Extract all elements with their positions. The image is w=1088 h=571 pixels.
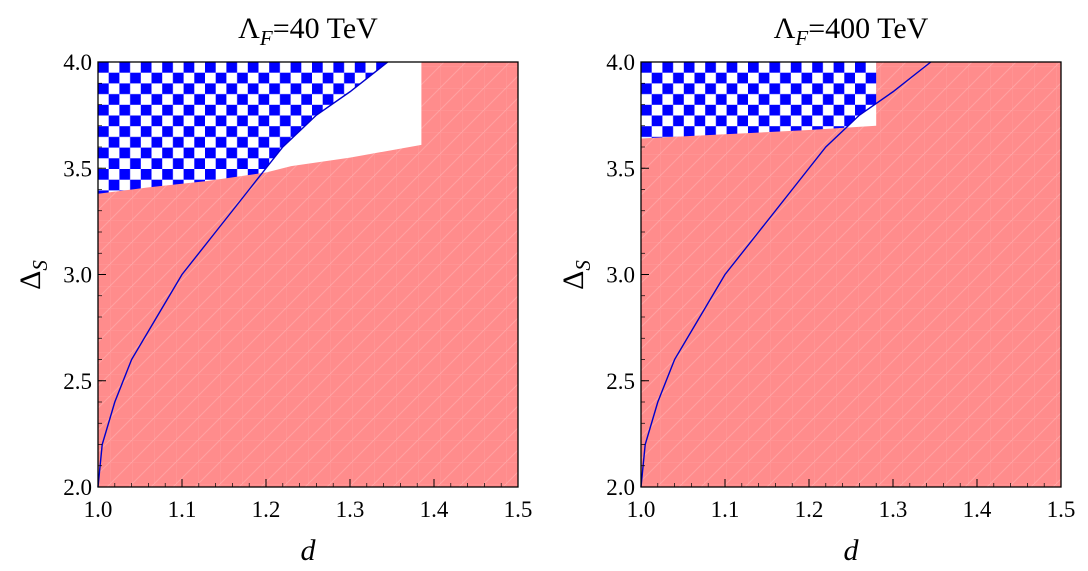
y-axis-label: ΔS [14,260,52,290]
shaded-region-mesh [98,62,518,487]
x-tick-label: 1.0 [84,497,113,522]
chart-title: ΛF=400 TeV [774,12,929,50]
chart-panel-left: 1.0 1.1 1.2 1.3 1.4 1.5 2.0 2.5 3.0 3.5 4.0 ΛF=40 … [14,12,532,567]
x-axis-label: d [301,534,317,567]
y-tick-label: 3.5 [63,156,92,181]
y-axis-label: ΔS [557,260,595,290]
x-tick-label: 1.4 [420,497,449,522]
y-tick-label: 2.5 [63,369,92,394]
x-tick-label: 1.1 [168,497,197,522]
boundary-curve [640,61,932,488]
x-tick-label: 1.5 [504,497,533,522]
x-tick-label: 1.3 [879,497,908,522]
shaded-region-mesh [641,62,1061,487]
x-tick-label: 1.0 [627,497,656,522]
x-tick-label: 1.4 [963,497,992,522]
y-tick-label: 3.5 [606,156,635,181]
x-tick-label: 1.3 [336,497,365,522]
y-tick-label: 4.0 [63,50,92,75]
checkered-region [98,62,388,487]
boundary-curve [97,61,389,488]
chart-panel-right: 1.0 1.1 1.2 1.3 1.4 1.5 2.0 2.5 3.0 3.5 4.0 ΛF=400… [557,12,1075,567]
y-tick-label: 2.5 [606,369,635,394]
y-tick-label: 3.0 [63,263,92,288]
y-tick-label: 2.0 [63,475,92,500]
x-axis-label: d [844,534,860,567]
axis-ticks: 1.0 1.1 1.2 1.3 1.4 1.5 2.0 2.5 3.0 3.5 4.0 [63,50,532,522]
x-tick-label: 1.2 [252,497,281,522]
chart-title: ΛF=40 TeV [238,12,378,50]
y-tick-label: 3.0 [606,263,635,288]
axis-ticks: 1.0 1.1 1.2 1.3 1.4 1.5 2.0 2.5 3.0 3.5 4.0 [606,50,1075,522]
x-tick-label: 1.1 [711,497,740,522]
x-tick-label: 1.2 [795,497,824,522]
y-tick-label: 4.0 [606,50,635,75]
y-tick-label: 2.0 [606,475,635,500]
x-tick-label: 1.5 [1047,497,1076,522]
